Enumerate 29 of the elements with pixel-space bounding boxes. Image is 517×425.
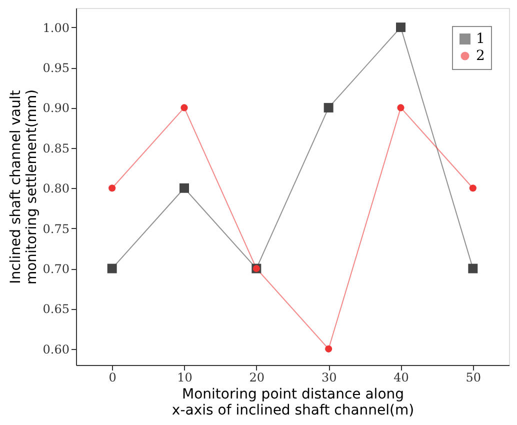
legend-label: 1	[476, 31, 485, 47]
point	[324, 102, 334, 112]
point	[180, 183, 189, 193]
y-tick-label: 0.60	[42, 342, 70, 356]
legend-label: 2	[476, 48, 485, 64]
y-tick-label: 0.95	[42, 61, 70, 75]
point	[397, 104, 404, 112]
x-tick-label: 40	[394, 370, 409, 384]
y-tick-label: 0.85	[42, 141, 70, 156]
y-tick-label: 0.65	[42, 302, 70, 316]
x-tick-label: 50	[466, 370, 482, 384]
point	[469, 184, 476, 192]
point	[325, 345, 332, 352]
point	[468, 264, 478, 274]
y-tick-label: 0.75	[42, 222, 70, 236]
y-tick-label: 0.80	[42, 182, 70, 196]
x-tick-label: 30	[321, 370, 337, 384]
x-tick-label: 20	[249, 370, 265, 384]
point	[180, 104, 188, 112]
x-tick-label: 10	[177, 370, 192, 384]
y-axis-title: Inclined shaft channel vault monitoring settlement(mm)	[8, 89, 40, 285]
x-axis-title: Monitoring point distance along x-axis of inclined shaft channel(m)	[172, 386, 414, 418]
x-tick-label: 0	[108, 370, 116, 384]
y-tick-label: 0.70	[42, 262, 70, 276]
y-tick-label: 0.90	[42, 101, 70, 116]
y-tick-label: 1.00	[42, 20, 70, 35]
point	[107, 264, 117, 274]
point	[108, 184, 116, 192]
point	[396, 22, 406, 32]
